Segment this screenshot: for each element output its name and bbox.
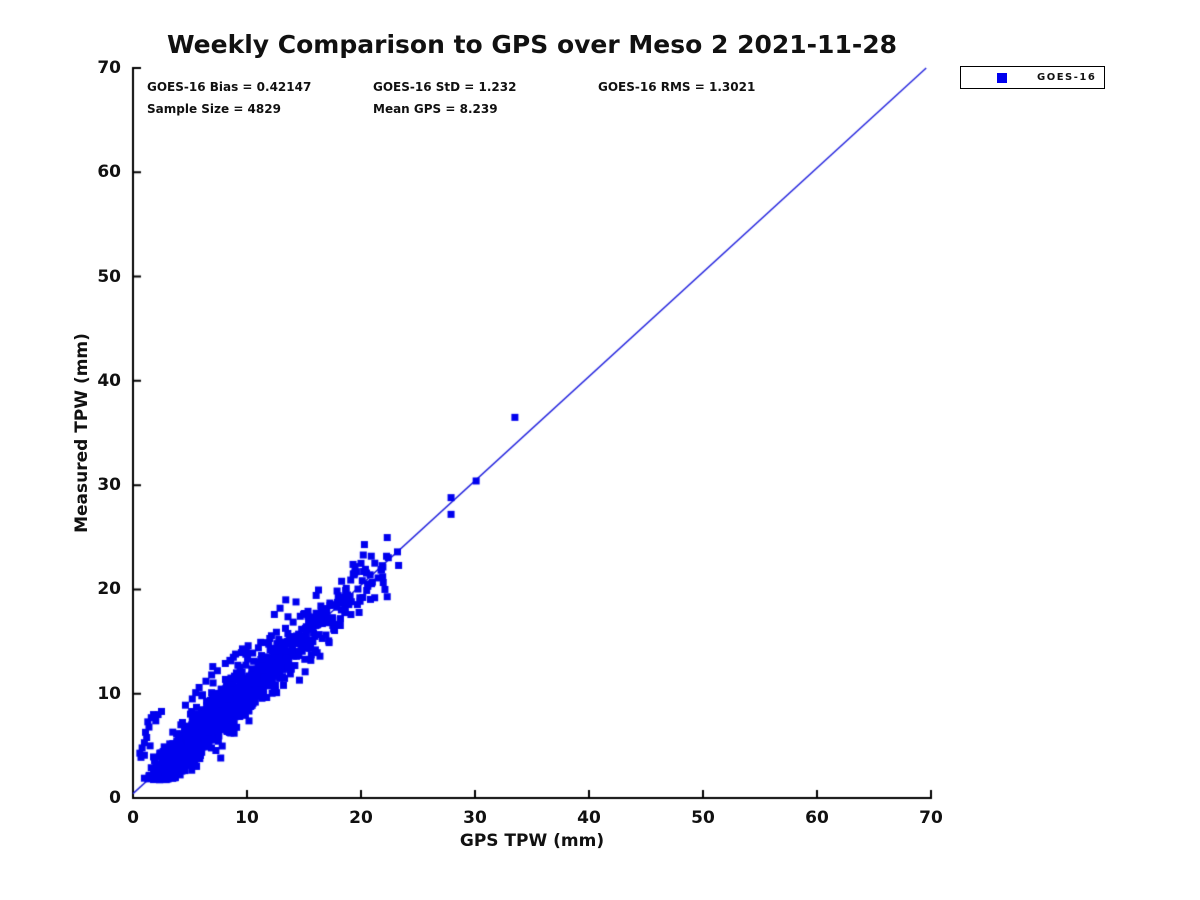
y-tick-label: 50 bbox=[97, 266, 121, 287]
legend-marker-square-icon bbox=[997, 72, 1007, 83]
y-tick-label: 10 bbox=[97, 683, 121, 704]
y-tick-label: 20 bbox=[97, 579, 121, 600]
y-tick-label: 70 bbox=[97, 58, 121, 78]
y-tick-label: 30 bbox=[97, 475, 121, 496]
stat-rms: GOES-16 RMS = 1.3021 bbox=[598, 80, 756, 94]
y-tick-label: 40 bbox=[97, 370, 121, 391]
legend-box: GOES-16 bbox=[960, 66, 1105, 89]
x-axis-label: GPS TPW (mm) bbox=[459, 831, 605, 851]
x-tick-label: 70 bbox=[919, 808, 943, 828]
stat-std: GOES-16 StD = 1.232 bbox=[373, 80, 517, 94]
y-tick-label: 0 bbox=[109, 788, 121, 808]
stat-bias: GOES-16 Bias = 0.42147 bbox=[147, 80, 312, 94]
chart-title: Weekly Comparison to GPS over Meso 2 202… bbox=[166, 30, 898, 59]
x-tick-label: 30 bbox=[463, 808, 487, 828]
x-tick-label: 0 bbox=[127, 808, 139, 828]
x-tick-label: 60 bbox=[805, 808, 829, 828]
y-tick-label: 60 bbox=[97, 162, 121, 183]
legend-label: GOES-16 bbox=[1037, 72, 1097, 83]
x-tick-label: 40 bbox=[577, 808, 601, 828]
stat-sample-size: Sample Size = 4829 bbox=[147, 102, 281, 116]
x-tick-label: 20 bbox=[349, 808, 373, 828]
x-tick-label: 50 bbox=[691, 808, 715, 828]
x-tick-label: 10 bbox=[235, 808, 259, 828]
y-axis-label: Measured TPW (mm) bbox=[72, 333, 92, 533]
stat-mean-gps: Mean GPS = 8.239 bbox=[373, 102, 498, 116]
